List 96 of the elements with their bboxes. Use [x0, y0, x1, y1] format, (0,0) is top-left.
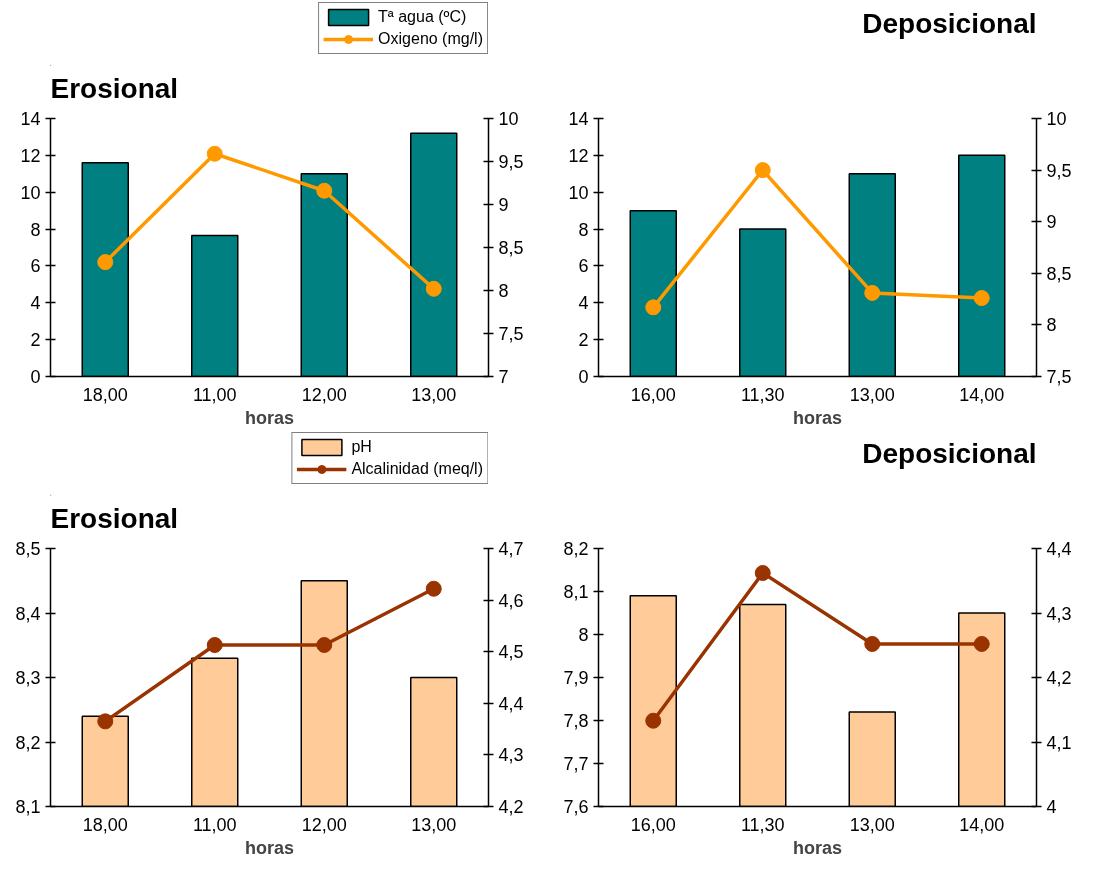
y2-tick-label: 4,5	[498, 642, 524, 663]
y-tick-label: 10	[20, 182, 41, 203]
x-tick-label: 11,30	[740, 384, 785, 405]
x-tick-label: 11,00	[192, 384, 237, 405]
x-tick-label: 12,00	[301, 384, 347, 405]
y-tick-label: 8,2	[563, 539, 589, 559]
chart-title: Deposicional	[862, 7, 1037, 39]
y2-tick-label: 7,5	[498, 324, 524, 344]
y2-tick-label: 7,5	[1046, 367, 1072, 387]
point	[754, 565, 771, 581]
x-tick-label: 13,00	[849, 384, 895, 405]
y2-tick-label: 4,3	[498, 745, 524, 766]
y-tick-label: 8,5	[15, 539, 41, 559]
y-tick-label: 8	[30, 219, 41, 240]
chart-title: Deposicional	[862, 437, 1037, 469]
point	[97, 254, 114, 271]
y-tick-label: 8,1	[15, 797, 41, 817]
y-tick-label: 4	[30, 293, 41, 314]
y-tick-label: 0	[30, 367, 41, 387]
y-tick-label: 7,8	[563, 711, 589, 731]
point	[206, 637, 223, 653]
y2-tick-label: 4,6	[498, 590, 524, 611]
point	[425, 280, 442, 297]
chart-title: Erosional	[50, 502, 179, 534]
y-tick-label: 8,1	[563, 582, 589, 602]
chart-title: Erosional	[50, 72, 179, 104]
y2-tick-label: 9	[498, 195, 509, 215]
y2-tick-label: 10	[1046, 109, 1067, 129]
y2-tick-label: 7	[498, 367, 509, 387]
x-tick-label: 14,00	[959, 814, 1005, 835]
x-tick-label: 18,00	[82, 384, 128, 405]
y2-tick-label: 9,5	[498, 152, 524, 172]
x-tick-label: 12,00	[301, 814, 347, 835]
x-tick-label: 11,00	[192, 814, 237, 835]
y2-tick-label: 8	[498, 281, 509, 301]
y2-tick-label: 8,5	[1046, 263, 1072, 284]
y2-tick-label: 4,3	[1046, 603, 1072, 624]
point	[864, 635, 881, 652]
y-tick-label: 14	[568, 109, 589, 129]
y-tick-label: 14	[20, 109, 41, 129]
y-tick-label: 8,3	[15, 668, 41, 688]
point	[97, 713, 114, 730]
y-tick-label: 8	[578, 625, 589, 645]
point	[316, 637, 333, 653]
point	[645, 299, 662, 316]
legend-label: Alcalinidad (meq/l)	[351, 460, 483, 478]
x-tick-label: 11,30	[740, 814, 785, 835]
y-tick-label: 10	[568, 182, 589, 203]
x-tick-label: 16,00	[630, 814, 676, 835]
x-tick-label: 18,00	[82, 814, 128, 835]
y-tick-label: 8,2	[15, 732, 41, 753]
legend-label: Tª agua (ºC)	[378, 8, 467, 26]
point	[206, 145, 223, 162]
y2-tick-label: 4,1	[1046, 732, 1072, 753]
y-tick-label: 6	[30, 256, 41, 277]
y-tick-label: 2	[30, 330, 41, 351]
x-tick-label: 13,00	[849, 814, 895, 835]
point	[316, 182, 333, 199]
y-tick-label: 7,6	[563, 797, 589, 817]
y-tick-label: 8,4	[15, 603, 41, 624]
x-axis-title: horas	[792, 407, 843, 428]
y2-tick-label: 4,4	[498, 693, 524, 714]
y-tick-label: 6	[578, 256, 589, 277]
x-tick-label: 14,00	[959, 384, 1005, 405]
x-tick-label: 13,00	[411, 814, 457, 835]
y2-tick-label: 4,7	[498, 539, 524, 559]
y-tick-label: 8	[578, 219, 589, 240]
point	[864, 284, 881, 301]
y2-tick-label: 4	[1046, 797, 1057, 817]
legend-label: Oxigeno (mg/l)	[378, 30, 483, 48]
y2-tick-label: 8	[1046, 315, 1057, 336]
y-tick-label: 12	[20, 145, 41, 166]
y2-tick-label: 8,5	[498, 238, 524, 258]
legend-label: pH	[351, 438, 372, 456]
point	[754, 162, 771, 179]
point	[973, 635, 990, 652]
y-tick-label: 7,7	[563, 754, 589, 774]
x-axis-title: horas	[792, 837, 843, 858]
y2-tick-label: 9,5	[1046, 160, 1072, 181]
y-tick-label: 0	[578, 367, 589, 387]
y2-tick-label: 4,2	[1046, 668, 1072, 688]
point	[645, 712, 662, 729]
point	[425, 580, 442, 597]
y-tick-label: 7,9	[563, 668, 589, 688]
y2-tick-label: 9	[1046, 212, 1057, 233]
x-axis-title: horas	[244, 407, 295, 428]
y-tick-label: 12	[568, 145, 589, 166]
x-tick-label: 16,00	[630, 384, 676, 405]
y2-tick-label: 4,4	[1046, 539, 1072, 559]
y2-tick-label: 10	[498, 109, 519, 129]
y2-tick-label: 4,2	[498, 797, 524, 817]
y-tick-label: 2	[578, 330, 589, 351]
y-tick-label: 4	[578, 293, 589, 314]
x-axis-title: horas	[244, 837, 295, 858]
point	[973, 290, 990, 307]
x-tick-label: 13,00	[411, 384, 457, 405]
